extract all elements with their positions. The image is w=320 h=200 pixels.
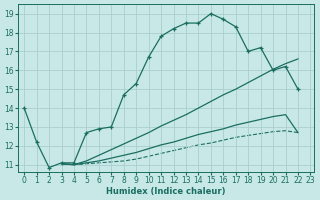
X-axis label: Humidex (Indice chaleur): Humidex (Indice chaleur) <box>106 187 226 196</box>
